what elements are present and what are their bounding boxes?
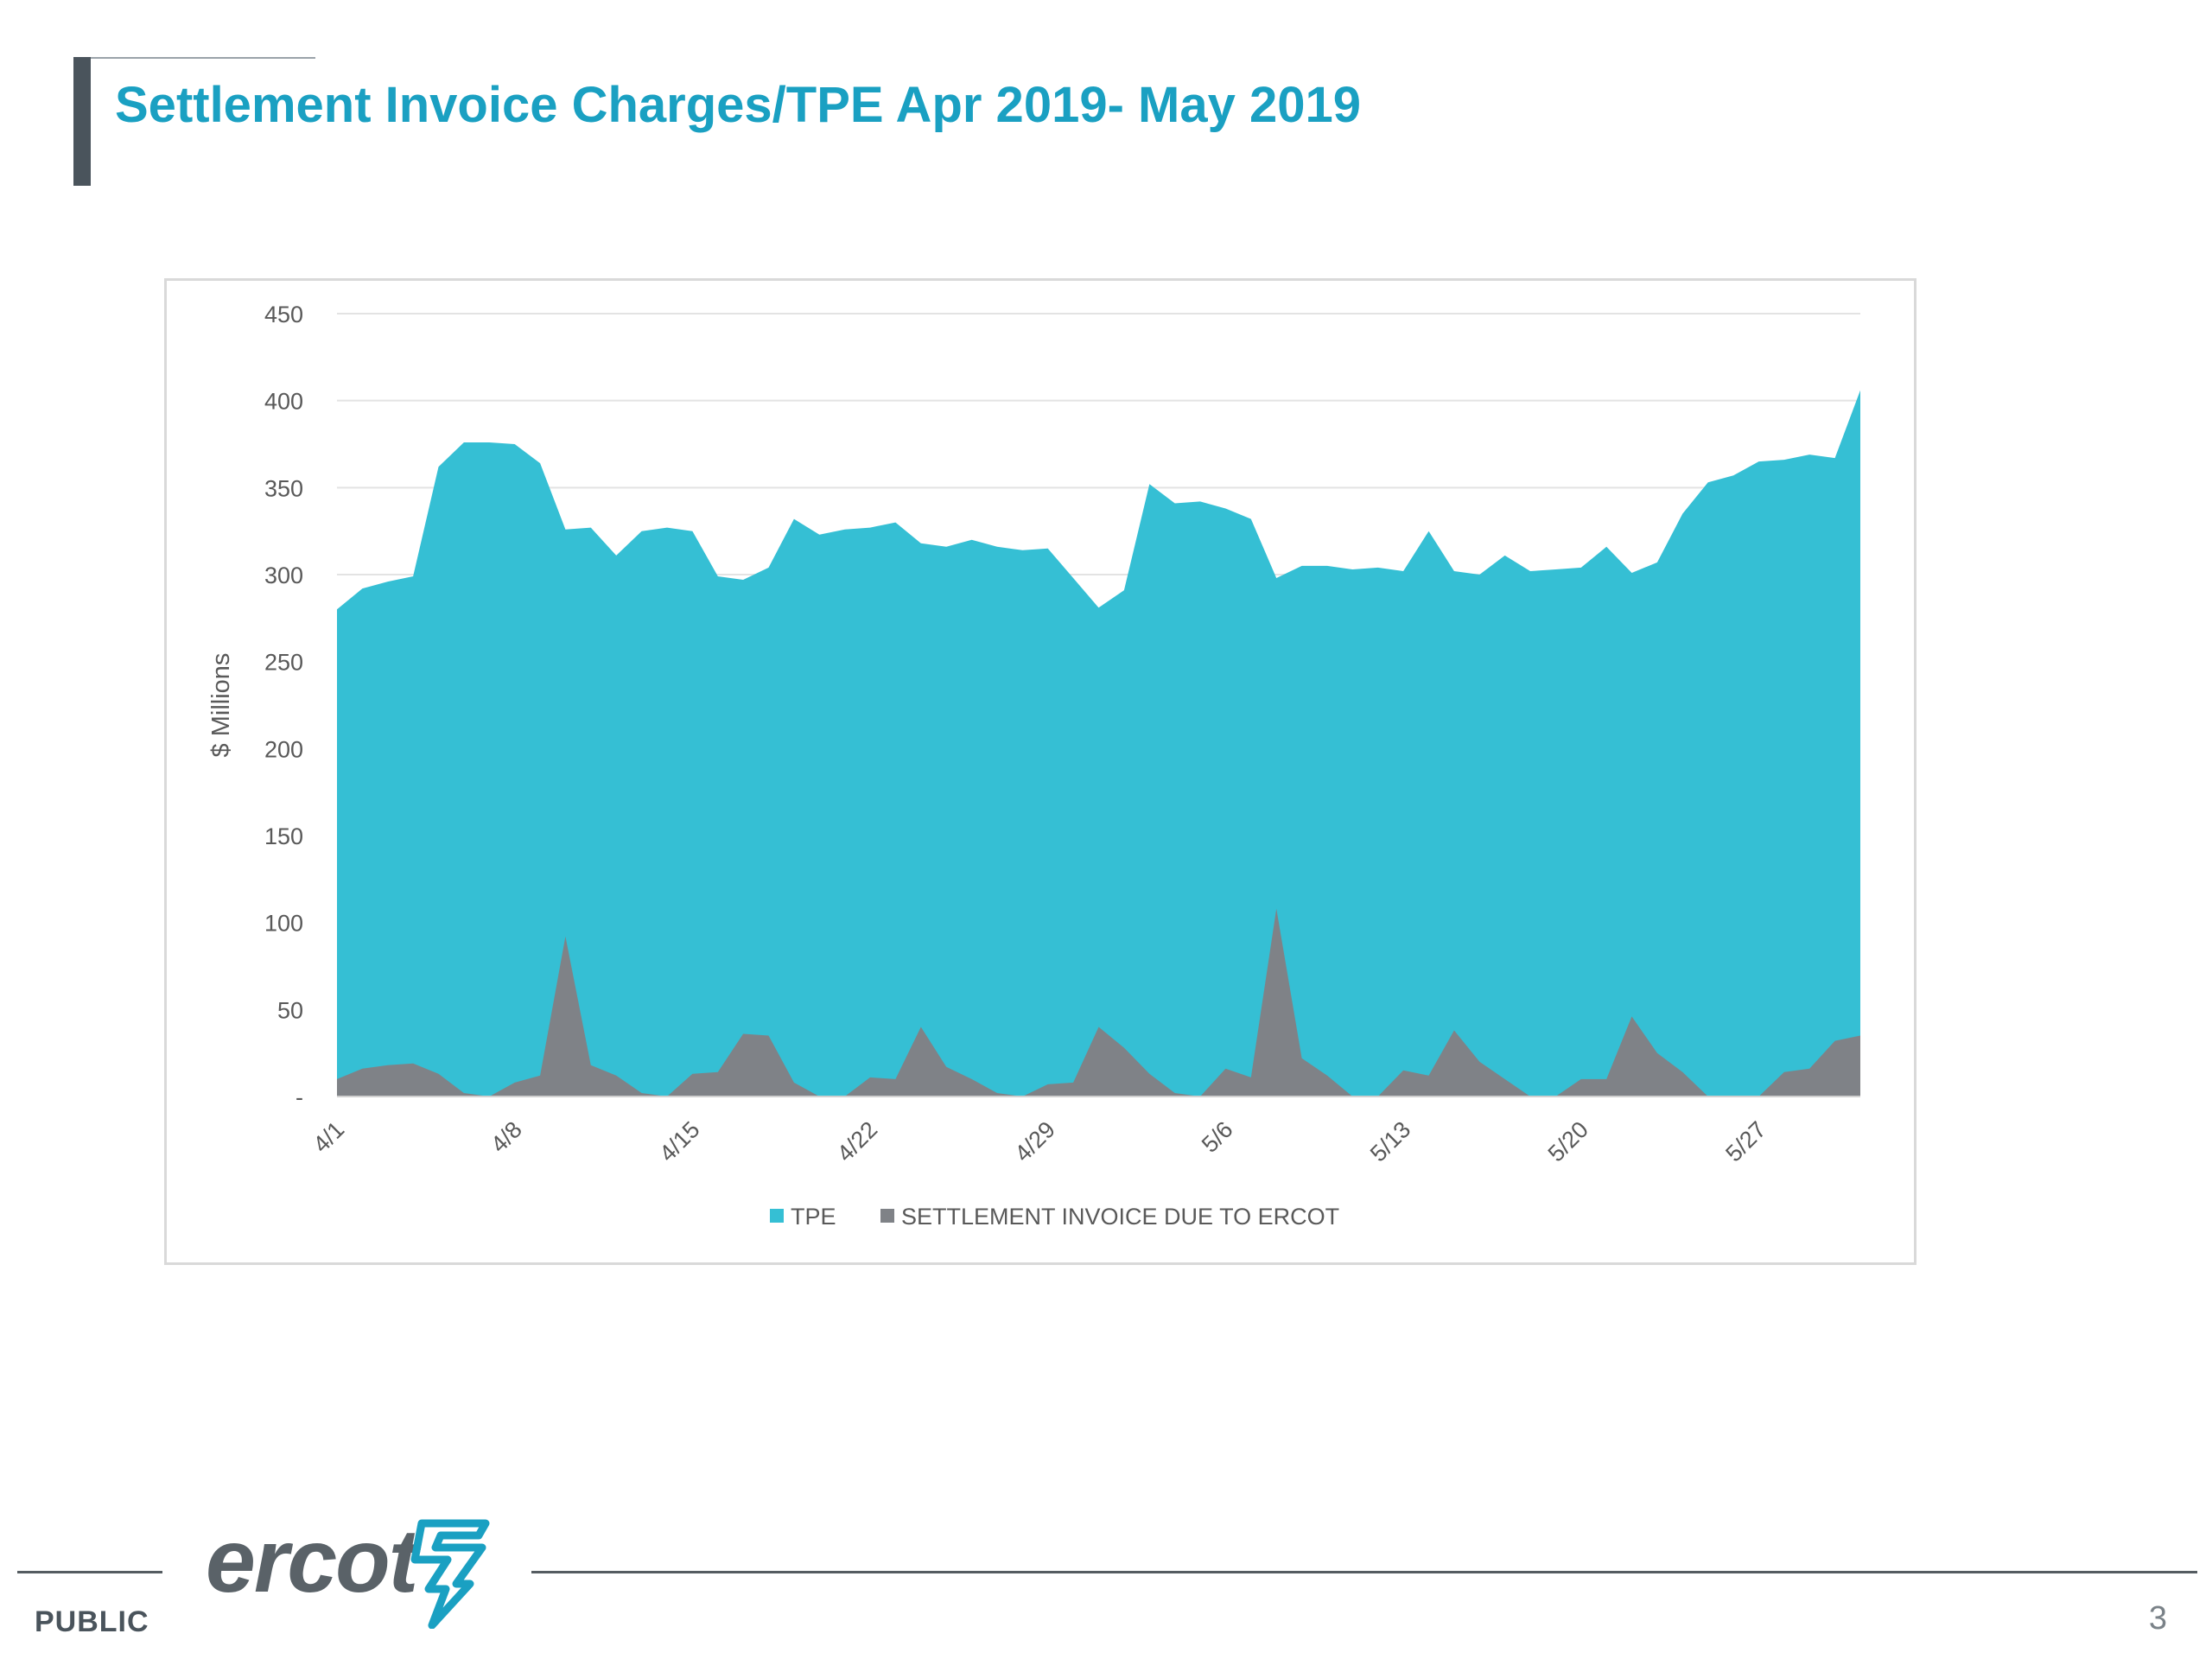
logo-wordmark: ercot — [206, 1511, 418, 1611]
x-tick-label: 4/29 — [1010, 1116, 1060, 1166]
chart-frame: - 50 100 150 200 250 300 350 400 450 $ Millions 4/1… — [164, 278, 1916, 1265]
y-tick-label: 200 — [264, 736, 303, 762]
x-tick-label: 4/15 — [654, 1116, 704, 1166]
area-layer — [337, 390, 1860, 1097]
y-tick-label: 250 — [264, 650, 303, 676]
y-tick-label: - — [296, 1084, 303, 1110]
settlement-invoice-area — [337, 908, 1860, 1096]
y-tick-label: 50 — [277, 997, 303, 1023]
legend-label: TPE — [791, 1204, 836, 1230]
y-tick-label: 300 — [264, 563, 303, 588]
legend-swatch — [880, 1209, 894, 1223]
y-tick-label: 100 — [264, 911, 303, 937]
tpe-area — [337, 390, 1860, 1097]
footer-rule-left — [17, 1571, 162, 1573]
x-tick-label: 5/27 — [1720, 1116, 1770, 1166]
x-tick-label: 5/20 — [1543, 1116, 1593, 1166]
x-tick-label: 5/13 — [1365, 1116, 1415, 1166]
y-axis-title: $ Millions — [207, 653, 235, 758]
classification-label: PUBLIC — [35, 1605, 149, 1638]
legend-label: SETTLEMENT INVOICE DUE TO ERCOT — [901, 1204, 1339, 1230]
y-tick-label: 450 — [264, 302, 303, 327]
slide-title: Settlement Invoice Charges/TPE Apr 2019-… — [115, 77, 1361, 133]
title-rule — [91, 57, 315, 59]
title-accent-bar — [73, 57, 91, 186]
x-tick-label: 4/8 — [486, 1116, 527, 1158]
legend-swatch — [770, 1209, 784, 1223]
area-chart: - 50 100 150 200 250 300 350 400 450 $ Millions 4/1… — [207, 302, 1860, 1230]
page-number: 3 — [2148, 1600, 2167, 1637]
y-tick-label: 150 — [264, 823, 303, 849]
lightning-bolt-icon — [410, 1519, 490, 1629]
footer-rule-right — [531, 1571, 2197, 1573]
legend-layer: TPE SETTLEMENT INVOICE DUE TO ERCOT — [770, 1204, 1339, 1230]
x-tick-label: 4/22 — [832, 1116, 882, 1166]
y-tick-label: 400 — [264, 389, 303, 415]
x-tick-label: 4/1 — [308, 1116, 349, 1158]
x-tick-label: 5/6 — [1197, 1116, 1238, 1158]
ercot-logo: ercot — [206, 1516, 499, 1633]
y-tick-label: 350 — [264, 475, 303, 501]
